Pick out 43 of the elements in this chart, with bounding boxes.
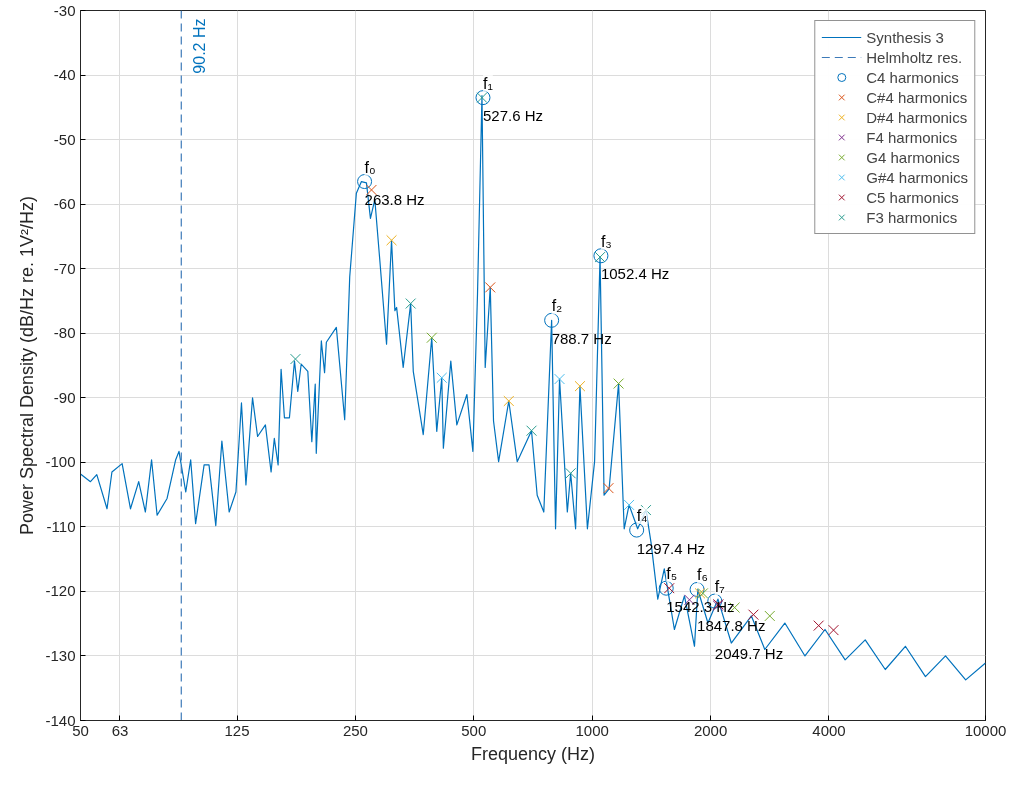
y-tick-label: -120 — [45, 582, 76, 600]
legend-label: C4 harmonics — [866, 67, 959, 87]
annotation: f₄ — [636, 507, 648, 525]
legend-label: Helmholtz res. — [866, 47, 963, 67]
legend-label: F4 harmonics — [866, 127, 958, 147]
annotation: f₇ — [714, 578, 725, 596]
y-tick-label: -50 — [53, 130, 76, 148]
y-tick-label: -110 — [46, 517, 76, 535]
annotation: 1052.4 Hz — [600, 265, 670, 283]
y-tick-label: -130 — [45, 646, 76, 664]
x-tick-label: 4000 — [812, 721, 846, 739]
annotation: 2049.7 Hz — [714, 644, 784, 662]
x-tick-label: 250 — [342, 721, 368, 739]
annotation: f₆ — [697, 566, 708, 584]
legend-label: C#4 harmonics — [866, 87, 968, 107]
annotation: f₁ — [482, 74, 493, 92]
x-axis-title: Frequency (Hz) — [470, 743, 596, 764]
legend-label: G4 harmonics — [866, 147, 960, 167]
y-tick-label: -80 — [53, 324, 76, 342]
annotation: f₅ — [666, 565, 678, 583]
legend-label: C5 harmonics — [866, 187, 959, 207]
annotation: f₃ — [600, 232, 612, 250]
y-tick-label: -90 — [53, 388, 76, 406]
x-tick-label: 10000 — [964, 721, 1007, 739]
y-tick-label: -30 — [53, 1, 76, 19]
x-tick-label: 500 — [461, 721, 487, 739]
annotation: 527.6 Hz — [482, 107, 544, 125]
y-tick-label: -100 — [45, 453, 76, 471]
legend-label: G#4 harmonics — [866, 167, 968, 187]
annotation: f₂ — [551, 297, 563, 315]
x-tick-label: 125 — [224, 721, 250, 739]
y-tick-label: -60 — [53, 195, 76, 213]
y-tick-label: -40 — [53, 66, 76, 84]
y-tick-label: -70 — [53, 259, 76, 277]
annotation: f₀ — [364, 158, 376, 176]
legend-label: Synthesis 3 — [866, 27, 944, 47]
legend-label: D#4 harmonics — [866, 107, 968, 127]
legend-label: F3 harmonics — [866, 207, 958, 227]
y-axis-title: Power Spectral Density (dB/Hz re. 1V²/Hz) — [17, 195, 38, 536]
x-tick-label: 2000 — [693, 721, 728, 739]
annotation: 90.2 Hz — [190, 18, 208, 74]
x-tick-label: 1000 — [575, 721, 609, 739]
x-tick-label: 63 — [111, 721, 129, 739]
